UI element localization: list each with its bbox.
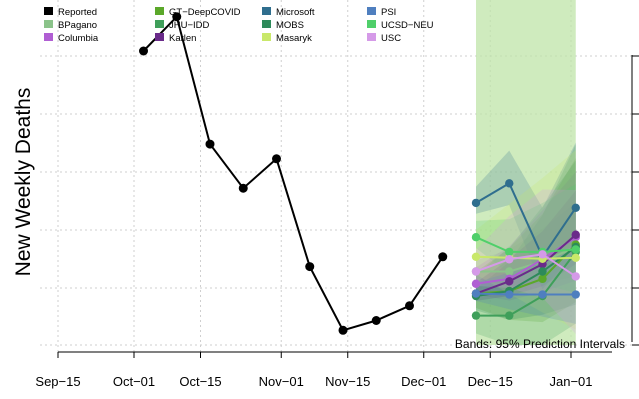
legend-label: MOBS <box>276 20 304 31</box>
reported-point <box>238 183 248 193</box>
reported-point <box>205 139 215 149</box>
x-tick-label: Dec−15 <box>468 374 513 389</box>
legend-label: Karlen <box>169 33 196 44</box>
interval-band-8 <box>476 250 576 324</box>
legend-label: JHU−IDD <box>169 20 210 31</box>
legend-swatch <box>155 20 164 28</box>
forecast-point <box>571 290 580 299</box>
x-tick-label: Oct−15 <box>179 374 221 389</box>
axes <box>58 55 639 353</box>
legend-label: Columbia <box>58 33 99 44</box>
legend-swatch <box>44 33 53 41</box>
x-tick-label: Nov−01 <box>259 374 304 389</box>
legend-swatch <box>367 33 376 41</box>
forecast-point <box>471 267 481 276</box>
forecast-point <box>538 250 547 259</box>
forecast-point <box>538 267 547 276</box>
reported-point <box>139 46 148 56</box>
legend-swatch <box>262 33 271 41</box>
reported-point <box>438 252 448 262</box>
forecast-point <box>505 290 514 299</box>
legend-label: UCSD−NEU <box>381 20 434 31</box>
forecast-point <box>471 252 481 261</box>
forecast-point <box>505 267 514 276</box>
legend-label: PSI <box>381 7 396 18</box>
legend-label: Microsoft <box>276 7 315 18</box>
legend-label: BPagano <box>58 20 97 31</box>
reported-point <box>338 325 348 335</box>
forecast-point <box>505 179 514 188</box>
reported-point <box>371 316 381 325</box>
forecast-line-2 <box>475 243 577 295</box>
forecast-point <box>571 245 580 254</box>
forecast-line-5 <box>475 181 577 259</box>
interval-band-4 <box>476 190 576 301</box>
legend-swatch <box>155 33 164 41</box>
x-tick-label: Sep−15 <box>35 374 80 389</box>
reported-point <box>172 12 182 22</box>
reported-point <box>305 262 315 272</box>
forecast-line-8 <box>475 292 576 296</box>
legend-swatch <box>44 7 53 15</box>
forecast-line-3 <box>476 251 577 317</box>
band-note: Bands: 95% Prediction Intervals <box>455 337 625 351</box>
forecast-point <box>471 279 481 288</box>
x-tick-label: Oct−01 <box>113 374 155 389</box>
reported-point <box>405 301 414 311</box>
x-tick-label: Dec−01 <box>401 374 446 389</box>
legend-swatch <box>155 7 164 15</box>
legend-swatch <box>44 20 53 28</box>
forecast-point <box>505 277 514 286</box>
forecast-point <box>571 203 580 212</box>
forecast-line-0 <box>476 246 577 273</box>
forecast-line-9 <box>475 236 576 253</box>
legend: Reported BPagano Columbia GT−DeepCOVID JHU−I… <box>44 7 434 44</box>
forecast-point <box>505 311 514 320</box>
legend-label: GT−DeepCOVID <box>169 7 241 18</box>
forecast-point <box>471 198 481 208</box>
reported-line <box>142 14 444 332</box>
x-tick-label: Nov−15 <box>325 374 370 389</box>
legend-swatch <box>262 7 271 15</box>
forecast-point <box>538 290 547 299</box>
y-axis-label: New Weekly Deaths <box>12 88 35 277</box>
legend-swatch <box>367 20 376 28</box>
forecast-point <box>471 233 481 242</box>
forecast-line-7 <box>475 255 576 260</box>
forecast-point <box>471 311 481 320</box>
forecast-point <box>471 289 481 298</box>
legend-label: USC <box>381 33 401 44</box>
forecast-line-4 <box>475 234 577 295</box>
forecast-point <box>505 247 514 257</box>
series-lines <box>139 12 580 335</box>
interval-band-1 <box>476 171 576 301</box>
interval-band-10 <box>476 189 576 335</box>
x-tick-label: Jan−01 <box>549 374 592 389</box>
forecast-line-10 <box>475 253 577 278</box>
legend-swatch <box>262 20 271 28</box>
forecast-point <box>571 272 580 281</box>
forecast-point <box>571 230 580 239</box>
legend-label: Reported <box>58 7 97 18</box>
forecast-point <box>505 255 514 264</box>
forecast-point <box>571 253 580 262</box>
legend-label: Masaryk <box>276 33 312 44</box>
x-axis-ticks: Sep−15 Oct−01 Oct−15 Nov−01 Nov−15 Dec−01 Dec−… <box>35 352 593 389</box>
forecast-point <box>538 274 547 284</box>
legend-swatch <box>367 7 376 15</box>
reported-point <box>272 154 281 164</box>
